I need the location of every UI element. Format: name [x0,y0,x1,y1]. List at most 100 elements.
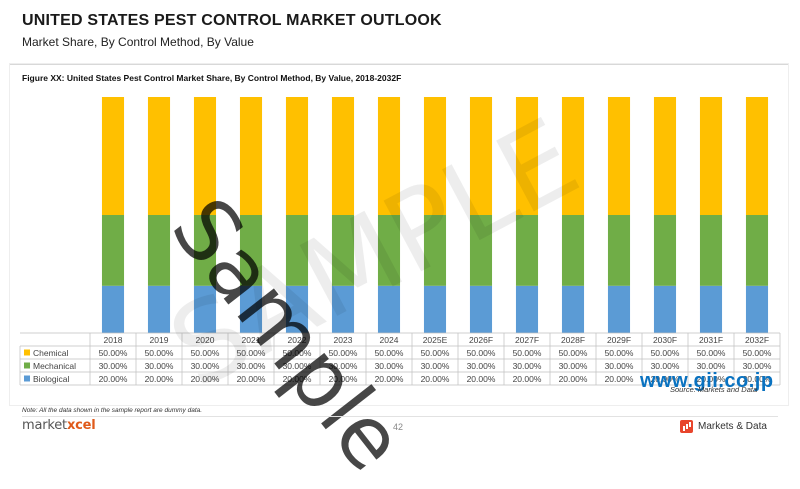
bar-biological-2029F [607,285,631,333]
category-label: 2027F [515,335,539,345]
bar-chart-icon [680,420,693,433]
data-label: 30.00% [651,361,680,371]
data-label: 50.00% [375,348,404,358]
bar-biological-2027F [515,285,539,333]
data-label: 30.00% [743,361,772,371]
footer-divider [22,416,778,417]
bar-biological-2026F [469,285,493,333]
data-label: 50.00% [605,348,634,358]
bar-chemical-2031F [699,97,723,215]
marketxcel-logo: marketxcel [22,418,96,433]
bar-chemical-2028F [561,97,585,215]
bar-mechanical-2031F [699,215,723,286]
data-label: 50.00% [237,348,266,358]
data-label: 50.00% [283,348,312,358]
page-number: 42 [393,422,404,432]
legend-entry-mechanical: Mechanical [33,361,76,371]
category-label: 2022 [288,335,307,345]
data-label: 50.00% [697,348,726,358]
chart-card: Figure XX: United States Pest Control Ma… [10,64,788,405]
bar-biological-2022 [285,285,309,333]
legend-entry-chemical: Chemical [33,348,69,358]
category-label: 2026F [469,335,493,345]
bar-chemical-2020 [193,97,217,215]
bar-mechanical-2020 [193,215,217,286]
bar-biological-2032F [745,285,769,333]
data-label: 20.00% [145,374,174,384]
category-label: 2021 [242,335,261,345]
legend-entry-biological: Biological [33,374,69,384]
bar-biological-2020 [193,285,217,333]
bar-chemical-2019 [147,97,171,215]
bar-mechanical-2032F [745,215,769,286]
footer-note: Note: All the data shown in the sample r… [22,407,203,414]
data-label: 30.00% [605,361,634,371]
bar-mechanical-2030F [653,215,677,286]
bar-chemical-2027F [515,97,539,215]
data-label: 20.00% [743,374,772,384]
bar-mechanical-2019 [147,215,171,286]
bar-mechanical-2018 [101,215,125,286]
bar-biological-2030F [653,285,677,333]
data-label: 20.00% [191,374,220,384]
category-label: 2018 [104,335,123,345]
data-label: 50.00% [145,348,174,358]
page-title: UNITED STATES PEST CONTROL MARKET OUTLOO… [22,12,442,29]
bar-biological-2028F [561,285,585,333]
logo-text-xcel: xcel [66,418,96,433]
markets-and-data-text: Markets & Data [698,421,767,432]
bar-chemical-2022 [285,97,309,215]
bar-biological-2018 [101,285,125,333]
bar-chemical-2024 [377,97,401,215]
category-label: 2020 [196,335,215,345]
data-label: 20.00% [329,374,358,384]
data-label: 20.00% [697,374,726,384]
category-label: 2024 [380,335,399,345]
bar-mechanical-2029F [607,215,631,286]
data-label: 20.00% [605,374,634,384]
source-note: Source: Markets and Data [670,385,758,394]
data-label: 20.00% [237,374,266,384]
category-label: 2029F [607,335,631,345]
data-label: 30.00% [237,361,266,371]
category-label: 2023 [334,335,353,345]
figure-caption: Figure XX: United States Pest Control Ma… [22,73,402,83]
legend-key-chemical [24,349,30,356]
data-label: 20.00% [467,374,496,384]
bar-biological-2021 [239,285,263,333]
bar-mechanical-2023 [331,215,355,286]
bar-chemical-2029F [607,97,631,215]
bar-chemical-2025E [423,97,447,215]
bar-chemical-2021 [239,97,263,215]
bar-biological-2023 [331,285,355,333]
data-label: 30.00% [697,361,726,371]
data-label: 20.00% [651,374,680,384]
data-label: 30.00% [283,361,312,371]
data-label: 50.00% [99,348,128,358]
bar-mechanical-2026F [469,215,493,286]
data-label: 50.00% [743,348,772,358]
stacked-bar-chart: 2018 2019 2020 2021 2022 2023 2024 2025E 2026F 20… [19,97,781,386]
legend-key-mechanical [24,362,30,369]
category-label: 2025E [423,335,448,345]
category-label: 2019 [150,335,169,345]
category-label: 2030F [653,335,677,345]
data-label: 30.00% [375,361,404,371]
data-label: 30.00% [513,361,542,371]
logo-text-market: market [22,418,67,433]
bar-chemical-2023 [331,97,355,215]
markets-and-data-logo: Markets & Data [680,420,767,433]
data-label: 50.00% [651,348,680,358]
data-label: 20.00% [283,374,312,384]
data-label: 30.00% [421,361,450,371]
bar-mechanical-2022 [285,215,309,286]
legend-key-biological [24,375,30,382]
category-label: 2028F [561,335,585,345]
data-label: 20.00% [513,374,542,384]
category-label: 2031F [699,335,723,345]
data-label: 30.00% [559,361,588,371]
data-label: 20.00% [375,374,404,384]
bar-mechanical-2028F [561,215,585,286]
data-label: 50.00% [513,348,542,358]
bar-biological-2025E [423,285,447,333]
